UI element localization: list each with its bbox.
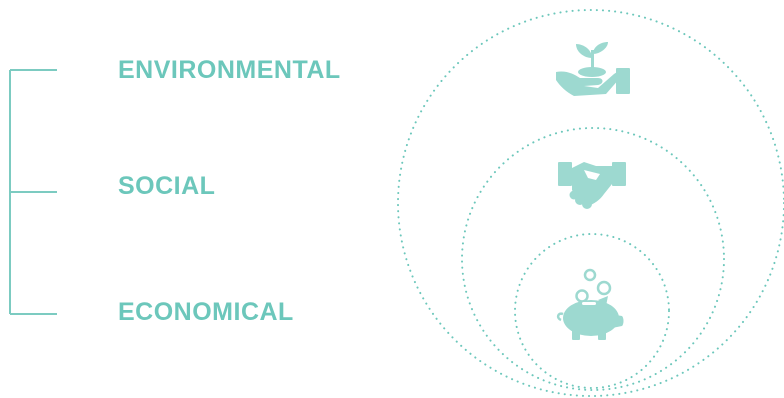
piggy-bank-icon	[556, 268, 624, 340]
handshake-icon	[558, 162, 626, 209]
label-social: SOCIAL	[118, 172, 216, 200]
label-economical: ECONOMICAL	[118, 298, 294, 326]
label-environmental: ENVIRONMENTAL	[118, 56, 341, 84]
middle-circle-social	[461, 127, 725, 391]
inner-circle-economical	[514, 233, 670, 389]
hand-with-sprout-icon	[556, 42, 630, 96]
outer-circle-environmental	[397, 9, 784, 397]
